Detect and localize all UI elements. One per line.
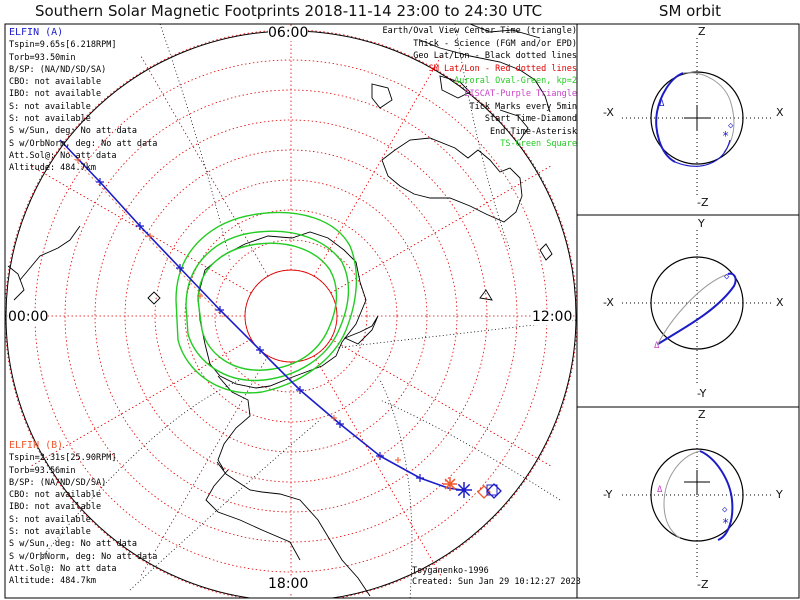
svg-text:Δ: Δ	[657, 485, 663, 495]
info-line: S w/OrbNorm, deg: No att data	[9, 551, 158, 562]
orbit-title: SM orbit	[658, 2, 722, 20]
info-line: S w/Sun, deg: No att data	[9, 539, 137, 550]
sm-latitude-ring	[154, 179, 428, 453]
orbit-axis-label: Z	[698, 408, 706, 421]
auroral-oval	[175, 211, 358, 394]
track-tick-b	[75, 157, 81, 163]
orbit-axis-label: Y	[776, 488, 783, 501]
info-line: S: not available	[9, 114, 91, 125]
track-tick	[416, 474, 424, 482]
elfin-b-info: ELFIN (B) Tspin=2.31s[25.90RPM] Torb=93.5…	[9, 440, 157, 588]
info-line: S w/Sun, deg: No att data	[9, 126, 137, 137]
orbit-axis-label: -Y	[697, 387, 707, 400]
track-tick-b	[395, 457, 401, 463]
elfin-a-name: ELFIN (A)	[9, 27, 64, 38]
track-tick	[136, 222, 144, 230]
end-time-asterisk	[456, 482, 472, 498]
end-time-asterisk	[443, 477, 457, 491]
plot-title: Southern Solar Magnetic Footprints 2018-…	[34, 2, 543, 20]
legend: Earth/Oval View Center Time (triangle) Th…	[383, 25, 577, 151]
legend-entry: Earth/Oval View Center Time (triangle)	[382, 26, 577, 36]
track-tick	[256, 346, 264, 354]
orbit-panel-yz: Δ * ◇	[622, 420, 772, 580]
svg-text:*: *	[722, 516, 729, 530]
info-line: Att.Sol@: No att data	[9, 563, 117, 574]
track-tick-b	[197, 293, 203, 299]
legend-entry: Start Time-Diamond	[484, 114, 577, 125]
info-line: S: not available	[9, 101, 91, 112]
info-line: Torb=93.50min	[9, 52, 76, 63]
svg-text:Δ: Δ	[654, 341, 660, 351]
legend-entry: Auroral Oval-Green, kp=2	[454, 76, 577, 87]
track-tick	[176, 264, 184, 272]
legend-entry: Tick Marks every 5min	[469, 101, 577, 112]
legend-entry: Geo Lat/Lon - Black dotted lines	[413, 51, 577, 62]
elfin-a-info: ELFIN (A) Tspin=9.65s[6.218RPM] Torb=93.5…	[9, 27, 157, 175]
track-tick	[376, 452, 384, 460]
info-line: IBO: not available	[9, 89, 102, 100]
info-line: B/SP: (NA/ND/SD/SA)	[9, 64, 107, 75]
info-line: B/SP: (NA/ND/SD/SA)	[9, 477, 107, 488]
svg-text:*: *	[722, 129, 729, 143]
svg-text:◇: ◇	[728, 121, 734, 131]
orbit-axis-label: X	[776, 296, 784, 309]
elfin-a-footprint-track	[59, 139, 502, 499]
created-date: Created: Sun Jan 29 10:12:27 2023	[412, 577, 581, 587]
mlt-label-left: 00:00	[8, 309, 49, 325]
info-line: S w/OrbNorm, deg: No att data	[9, 138, 158, 149]
info-line: IBO: not available	[9, 502, 102, 513]
coastlines	[7, 24, 553, 597]
info-line: Altitude: 484.7km	[9, 163, 96, 174]
info-line: Torb=93.56min	[9, 465, 76, 476]
orbit-axis-label: -X	[603, 106, 614, 119]
info-line: CBO: not available	[9, 77, 102, 88]
sm-pole-ring	[244, 269, 338, 363]
info-line: Tspin=2.31s[25.90RPM]	[9, 453, 117, 464]
track-tick	[336, 420, 344, 428]
track-tick-b	[147, 233, 153, 239]
sm-latitude-ring	[214, 239, 368, 393]
info-line: Altitude: 484.7km	[9, 576, 96, 587]
track-tick	[96, 178, 104, 186]
info-line: Tspin=9.65s[6.218RPM]	[9, 40, 117, 51]
mlt-label-top: 06:00	[268, 25, 309, 41]
info-line: Att.Sol@: No att data	[9, 150, 117, 161]
orbit-axis-label: -X	[603, 296, 614, 309]
orbit-axis-label: -Y	[603, 488, 613, 501]
info-line: CBO: not available	[9, 490, 102, 501]
orbit-panel-xz: Δ * ◇	[622, 38, 772, 196]
svg-text:◇: ◇	[724, 272, 730, 282]
mlt-label-right: 12:00	[532, 309, 573, 325]
start-time-diamond	[486, 483, 502, 499]
credit: Tsyganenko-1996 Created: Sun Jan 29 10:1…	[412, 566, 581, 588]
elfin-b-name: ELFIN (B)	[9, 440, 64, 451]
ts-square	[486, 484, 498, 496]
model-name: Tsyganenko-1996	[412, 566, 489, 576]
info-line: S: not available	[9, 527, 91, 538]
svg-text:◇: ◇	[722, 505, 728, 515]
legend-entry: End Time-Asterisk	[490, 126, 577, 137]
orbit-axis-label: -Z	[697, 578, 709, 591]
orbit-axis-label: Z	[698, 25, 706, 38]
track-tick-b	[331, 415, 337, 421]
track-tick	[216, 306, 224, 314]
legend-entry: Thick - Science (FGM and/or EPD)	[413, 38, 577, 49]
orbit-axis-label: -Z	[697, 196, 709, 209]
svg-text:Δ: Δ	[659, 99, 665, 109]
sm-latitude-ring	[94, 119, 488, 513]
info-line: S: not available	[9, 514, 91, 525]
legend-entry: TS-Green Square	[500, 139, 577, 150]
orbit-panel-xy: ◇ Δ	[622, 230, 772, 386]
orbit-axis-label: X	[776, 106, 784, 119]
orbit-axis-label: Y	[698, 217, 705, 230]
legend-entry: EISCAT-Purple Triangle	[464, 88, 577, 99]
legend-entry: SM Lat/Lon - Red dotted lines	[428, 63, 577, 74]
mlt-label-bottom: 18:00	[268, 576, 309, 592]
track-tick	[296, 386, 304, 394]
